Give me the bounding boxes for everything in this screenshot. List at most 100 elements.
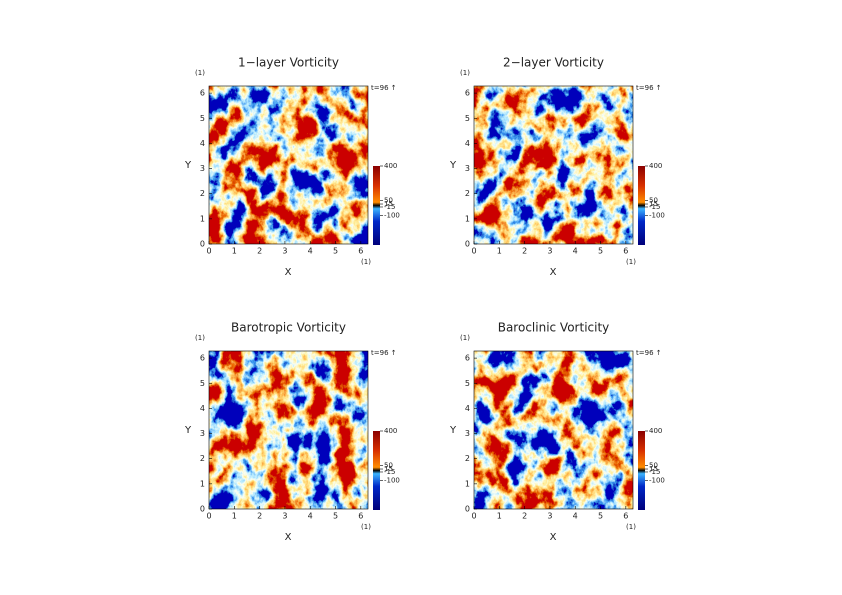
x-tick-label: 1 [232, 512, 237, 521]
x-tick-label: 4 [573, 512, 578, 521]
y-tick-label: 2 [200, 189, 205, 198]
plot-frame [208, 350, 369, 510]
colorbar-tick-label: -15 [384, 203, 395, 211]
colorbar-tick-label: -100 [384, 211, 400, 219]
chart-title: 2−layer Vorticity [503, 56, 604, 70]
plot-frame [208, 85, 369, 245]
y-axis-label: Y [184, 425, 192, 436]
y-tick-label: 4 [465, 404, 470, 413]
y-axis-label: Y [449, 425, 457, 436]
x-axis-label: X [550, 532, 557, 543]
x-tick-label: 2 [522, 512, 527, 521]
x-tick-label: 3 [282, 247, 287, 256]
x-tick-label: 4 [308, 247, 313, 256]
x-tick-label: 6 [358, 512, 363, 521]
y-tick-label: 0 [200, 240, 205, 249]
vorticity-field [209, 351, 368, 509]
time-annotation: t=96 ↑ [636, 349, 662, 357]
x-unit: (1) [361, 258, 371, 266]
x-tick-label: 5 [598, 247, 603, 256]
x-tick-label: 5 [333, 512, 338, 521]
x-tick-label: 4 [573, 247, 578, 256]
y-tick-label: 4 [200, 139, 205, 148]
x-tick-label: 5 [598, 512, 603, 521]
x-tick-label: 0 [471, 247, 476, 256]
y-tick-label: 6 [465, 354, 470, 363]
x-tick-label: 1 [497, 512, 502, 521]
x-tick-label: 1 [497, 247, 502, 256]
colorbar-tick-label: 400 [649, 162, 662, 170]
y-unit: (1) [460, 69, 470, 77]
colorbar-tick-label: 50 [384, 197, 393, 205]
x-axis-label: X [285, 267, 292, 278]
x-tick-label: 3 [282, 512, 287, 521]
y-tick-label: 1 [200, 479, 205, 488]
y-tick-label: 0 [200, 505, 205, 514]
x-unit: (1) [626, 258, 636, 266]
x-tick-label: 0 [471, 512, 476, 521]
time-annotation: t=96 ↑ [371, 349, 397, 357]
x-axis-label: X [550, 267, 557, 278]
chart-title: Barotropic Vorticity [231, 321, 346, 335]
x-tick-label: 0 [206, 247, 211, 256]
x-unit: (1) [361, 523, 371, 531]
y-tick-label: 6 [200, 354, 205, 363]
y-tick-label: 3 [200, 164, 205, 173]
x-tick-label: 0 [206, 512, 211, 521]
x-tick-label: 2 [257, 247, 262, 256]
x-tick-label: 6 [623, 247, 628, 256]
y-tick-label: 5 [465, 379, 470, 388]
vorticity-field [474, 351, 633, 509]
x-axis-label: X [285, 532, 292, 543]
y-unit: (1) [195, 69, 205, 77]
y-tick-label: 0 [465, 505, 470, 514]
colorbar-tick-label: 15 [384, 465, 393, 473]
y-axis-label: Y [184, 160, 192, 171]
colorbar [373, 166, 380, 245]
y-tick-label: 5 [465, 114, 470, 123]
colorbar-tick-label: 50 [649, 197, 658, 205]
x-tick-label: 4 [308, 512, 313, 521]
x-unit: (1) [626, 523, 636, 531]
colorbar-tick-label: 15 [649, 465, 658, 473]
colorbar [638, 166, 645, 245]
colorbar-tick-label: -15 [649, 468, 660, 476]
y-unit: (1) [460, 334, 470, 342]
x-tick-label: 6 [358, 247, 363, 256]
y-axis-label: Y [449, 160, 457, 171]
colorbar-tick-label: -15 [649, 203, 660, 211]
colorbar-tick-label: 15 [384, 200, 393, 208]
x-tick-label: 3 [547, 512, 552, 521]
x-tick-label: 2 [522, 247, 527, 256]
y-tick-label: 6 [200, 89, 205, 98]
colorbar [373, 431, 380, 510]
time-annotation: t=96 ↑ [371, 84, 397, 92]
chart-title: Baroclinic Vorticity [498, 321, 610, 335]
y-tick-label: 6 [465, 89, 470, 98]
plot-frame [473, 85, 634, 245]
colorbar-tick-label: 50 [384, 462, 393, 470]
chart-title: 1−layer Vorticity [238, 56, 339, 70]
y-tick-label: 1 [200, 214, 205, 223]
y-tick-label: 2 [465, 454, 470, 463]
y-tick-label: 1 [465, 479, 470, 488]
colorbar-tick-label: 400 [384, 162, 397, 170]
time-annotation: t=96 ↑ [636, 84, 662, 92]
x-tick-label: 2 [257, 512, 262, 521]
colorbar [638, 431, 645, 510]
y-tick-label: 3 [465, 429, 470, 438]
vorticity-field [474, 86, 633, 244]
y-tick-label: 5 [200, 379, 205, 388]
colorbar-tick-label: 400 [384, 427, 397, 435]
colorbar-tick-label: -100 [384, 476, 400, 484]
y-tick-label: 5 [200, 114, 205, 123]
x-tick-label: 1 [232, 247, 237, 256]
y-tick-label: 4 [200, 404, 205, 413]
y-tick-label: 2 [200, 454, 205, 463]
y-tick-label: 3 [465, 164, 470, 173]
x-tick-label: 5 [333, 247, 338, 256]
y-tick-label: 3 [200, 429, 205, 438]
y-tick-label: 2 [465, 189, 470, 198]
x-tick-label: 3 [547, 247, 552, 256]
